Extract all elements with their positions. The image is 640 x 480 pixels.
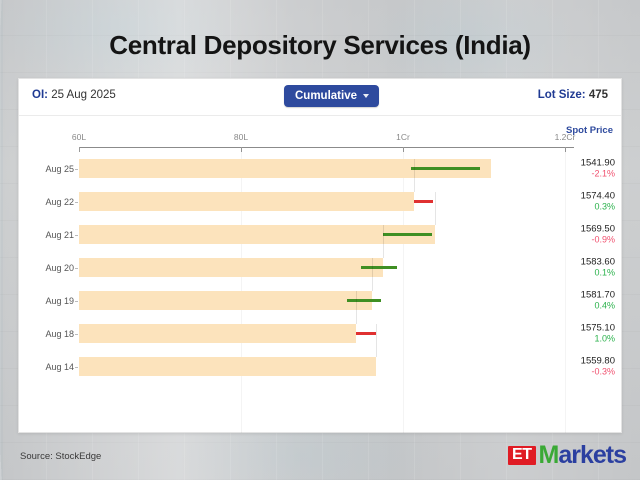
spot-price-change: -2.1%: [591, 168, 615, 179]
spot-price-value: 1569.50: [580, 222, 615, 234]
bar-track: [79, 284, 621, 324]
spot-price-change: 0.4%: [594, 300, 615, 311]
source-attribution: Source: StockEdge: [20, 451, 102, 462]
x-axis-tick-label: 1.2Cr: [554, 132, 576, 142]
x-axis-tick-label: 60L: [71, 132, 87, 142]
spot-price-change: 1.0%: [594, 333, 615, 344]
lot-size-value: 475: [588, 89, 608, 101]
oi-change-segment-up: [361, 266, 397, 269]
spot-price-value: 1541.90: [580, 156, 615, 168]
spot-price-cell: 1574.40 0.3%: [581, 190, 615, 213]
bar-fill[interactable]: [79, 192, 414, 211]
bar-fill[interactable]: [79, 225, 436, 244]
et-markets-logo: ET Markets: [508, 443, 627, 468]
oi-date: OI: 25 Aug 2025: [32, 89, 116, 101]
markets-rest: arkets: [558, 441, 627, 469]
oi-change-segment-up: [383, 233, 432, 236]
spot-price-value: 1574.40: [580, 189, 615, 201]
cumulative-dropdown-button[interactable]: Cumulative: [284, 85, 379, 107]
oi-label: OI:: [32, 89, 48, 101]
spot-price-change: 0.1%: [594, 267, 615, 278]
bar-row-label: Aug 25: [45, 163, 74, 174]
bar-track: [79, 350, 621, 383]
bar-row-label: Aug 18: [45, 328, 74, 339]
y-axis-tick: [75, 366, 78, 368]
y-axis-tick: [75, 333, 78, 335]
bar-track: [79, 317, 621, 357]
oi-change-segment-down: [356, 332, 376, 335]
spot-price-value: 1583.60: [580, 255, 615, 267]
bar-row-label: Aug 22: [45, 196, 74, 207]
bar-row-label: Aug 21: [45, 229, 74, 240]
bar-fill[interactable]: [79, 324, 357, 343]
bar-row[interactable]: Aug 22 1574.40 0.3%: [19, 185, 621, 225]
lot-size: Lot Size: 475: [538, 89, 608, 101]
bar-row[interactable]: Aug 19 1581.70 0.4%: [19, 284, 621, 324]
et-badge: ET: [508, 446, 536, 465]
spot-price-cell: 1581.70 0.4%: [581, 289, 615, 312]
bar-row[interactable]: Aug 20 1583.60 0.1%: [19, 251, 621, 291]
bar-track: [79, 218, 621, 258]
oi-change-segment-up: [347, 299, 381, 302]
bar-fill[interactable]: [79, 291, 373, 310]
y-axis-tick: [75, 267, 78, 269]
spot-price-value: 1575.10: [580, 321, 615, 333]
plot-area: Spot Price 60L 80L 1Cr 1.2Cr Aug 25 1541.90-…: [19, 116, 621, 433]
oi-date-value: 25 Aug 2025: [51, 89, 116, 101]
y-axis-tick: [75, 234, 78, 236]
bar-track: [79, 152, 621, 192]
chevron-down-icon: [363, 94, 369, 98]
y-axis-tick: [75, 300, 78, 302]
spot-price-cell: 1575.10 1.0%: [581, 322, 615, 345]
bar-row[interactable]: Aug 25 1541.90 -2.1%: [19, 152, 621, 192]
spot-price-change: -0.3%: [591, 366, 615, 377]
bar-row[interactable]: Aug 21 1569.50 -0.9%: [19, 218, 621, 258]
markets-m: M: [538, 441, 560, 469]
bar-row-label: Aug 14: [45, 361, 74, 372]
x-axis-tick-label: 1Cr: [396, 132, 410, 142]
spot-price-change: 0.3%: [594, 201, 615, 212]
spot-price-change: -0.9%: [591, 234, 615, 245]
bar-rows: Aug 25 1541.90 -2.1% Aug 22 1574.40 0.3% Aug 2…: [19, 152, 621, 383]
bar-fill[interactable]: [79, 357, 376, 376]
bar-track: [79, 185, 621, 225]
spot-price-cell: 1569.50 -0.9%: [581, 223, 615, 246]
spot-price-cell: 1541.90 -2.1%: [581, 157, 615, 180]
spot-price-value: 1581.70: [580, 288, 615, 300]
bar-row-label: Aug 19: [45, 295, 74, 306]
chart-panel: OI: 25 Aug 2025 Cumulative Lot Size: 475…: [18, 78, 622, 433]
spot-price-value: 1559.80: [580, 354, 615, 366]
x-axis-line: [79, 147, 574, 148]
panel-header: OI: 25 Aug 2025 Cumulative Lot Size: 475: [19, 79, 621, 116]
oi-change-segment-up: [411, 167, 480, 170]
bar-fill[interactable]: [79, 258, 383, 277]
bar-track: [79, 251, 621, 291]
y-axis-tick: [75, 201, 78, 203]
oi-change-segment-down: [413, 200, 434, 203]
spot-price-cell: 1583.60 0.1%: [581, 256, 615, 279]
x-axis-tick-label: 80L: [233, 132, 249, 142]
markets-wordmark: Markets: [539, 443, 627, 468]
lot-size-label: Lot Size:: [537, 89, 586, 101]
spot-price-cell: 1559.80 -0.3%: [581, 355, 615, 378]
cumulative-button-label: Cumulative: [295, 90, 357, 102]
bar-row-label: Aug 20: [45, 262, 74, 273]
bar-row[interactable]: Aug 18 1575.10 1.0%: [19, 317, 621, 357]
page-title: Central Depository Services (India): [109, 30, 531, 60]
y-axis-tick: [75, 168, 78, 170]
bar-row[interactable]: Aug 14 1559.80 -0.3%: [19, 350, 621, 383]
